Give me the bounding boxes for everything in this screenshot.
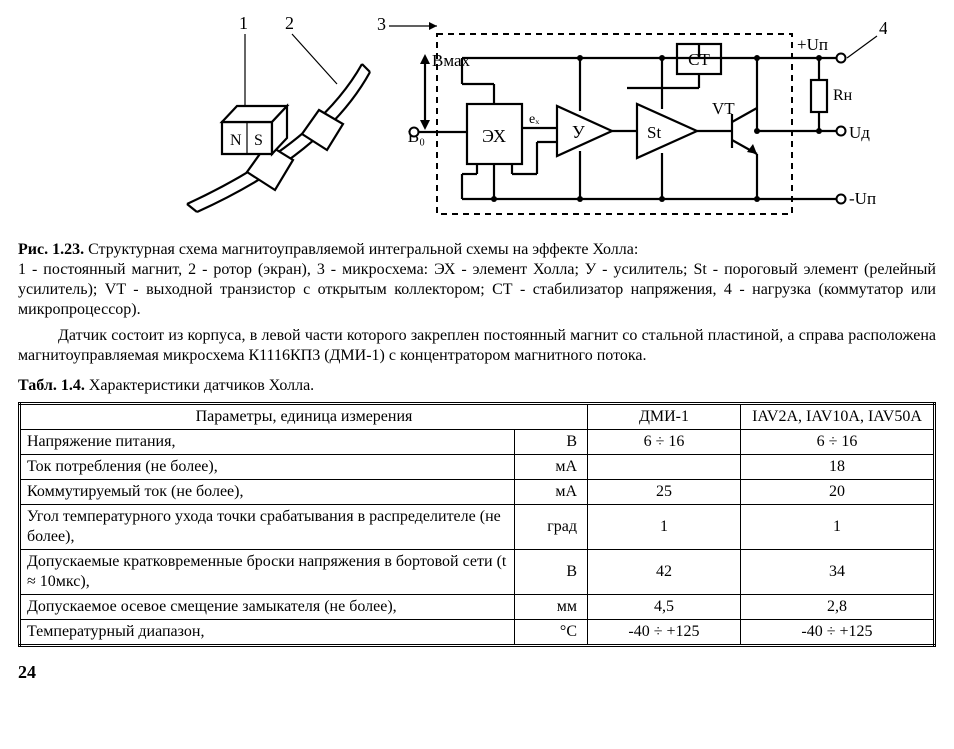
cell-iav: 2,8 bbox=[741, 595, 935, 620]
cell-iav: 6 ÷ 16 bbox=[741, 430, 935, 455]
block-u: У bbox=[572, 122, 585, 142]
cell-unit: мА bbox=[515, 455, 588, 480]
body-paragraph: Датчик состоит из корпуса, в левой части… bbox=[18, 326, 936, 366]
cell-iav: 1 bbox=[741, 505, 935, 550]
cell-param: Температурный диапазон, bbox=[20, 620, 515, 646]
cell-dmi1 bbox=[588, 455, 741, 480]
cell-unit: мм bbox=[515, 595, 588, 620]
table-title-lead: Табл. 1.4. bbox=[18, 377, 85, 394]
figure-caption: Рис. 1.23. Структурная схема магнитоупра… bbox=[18, 240, 936, 320]
label-rn: Rн bbox=[833, 87, 853, 104]
cell-param: Допускаемое осевое смещение замыкателя (… bbox=[20, 595, 515, 620]
cell-dmi1: 42 bbox=[588, 550, 741, 595]
cell-param: Ток потребления (не более), bbox=[20, 455, 515, 480]
cell-dmi1: 25 bbox=[588, 480, 741, 505]
cell-unit: мА bbox=[515, 480, 588, 505]
cell-unit: град bbox=[515, 505, 588, 550]
figure-1-23: N S 1 2 3 Bмах B₀ ЭХ eₓ У bbox=[18, 14, 936, 230]
col-dmi1: ДМИ-1 bbox=[588, 404, 741, 430]
cell-iav: 20 bbox=[741, 480, 935, 505]
page-number: 24 bbox=[18, 661, 936, 684]
cell-iav: 18 bbox=[741, 455, 935, 480]
cell-param: Допускаемые кратковременные броски напря… bbox=[20, 550, 515, 595]
table-row: Коммутируемый ток (не более),мА2520 bbox=[20, 480, 935, 505]
cell-dmi1: 6 ÷ 16 bbox=[588, 430, 741, 455]
col-iav: IAV2A, IAV10A, IAV50A bbox=[741, 404, 935, 430]
callout-4: 4 bbox=[879, 18, 887, 38]
cell-iav: -40 ÷ +125 bbox=[741, 620, 935, 646]
table-title-rest: Характеристики датчиков Холла. bbox=[85, 377, 314, 394]
col-param: Параметры, единица измерения bbox=[20, 404, 588, 430]
table-1-4: Параметры, единица измерения ДМИ-1 IAV2A… bbox=[18, 402, 936, 647]
table-row: Ток потребления (не более),мА 18 bbox=[20, 455, 935, 480]
caption-body: 1 - постоянный магнит, 2 - ротор (экран)… bbox=[18, 261, 936, 318]
caption-title: Структурная схема магнитоуправляемой инт… bbox=[84, 241, 638, 258]
cell-dmi1: 1 bbox=[588, 505, 741, 550]
callout-3: 3 bbox=[377, 14, 386, 34]
cell-unit: °C bbox=[515, 620, 588, 646]
block-eh: ЭХ bbox=[482, 126, 506, 146]
label-plusU: +Uп bbox=[797, 35, 828, 54]
cell-param: Угол температурного ухода точки срабатыв… bbox=[20, 505, 515, 550]
table-row: Напряжение питания,В6 ÷ 166 ÷ 16 bbox=[20, 430, 935, 455]
cell-param: Напряжение питания, bbox=[20, 430, 515, 455]
block-st: St bbox=[647, 123, 661, 142]
cell-dmi1: 4,5 bbox=[588, 595, 741, 620]
caption-lead: Рис. 1.23. bbox=[18, 241, 84, 258]
label-S: S bbox=[254, 132, 263, 149]
label-N: N bbox=[230, 132, 242, 149]
table-row: Допускаемые кратковременные броски напря… bbox=[20, 550, 935, 595]
label-ud: Uд bbox=[849, 123, 870, 142]
cell-dmi1: -40 ÷ +125 bbox=[588, 620, 741, 646]
cell-unit: В bbox=[515, 430, 588, 455]
cell-param: Коммутируемый ток (не более), bbox=[20, 480, 515, 505]
circuit-diagram: N S 1 2 3 Bмах B₀ ЭХ eₓ У bbox=[67, 14, 887, 224]
table-title: Табл. 1.4. Характеристики датчиков Холла… bbox=[18, 376, 936, 396]
table-row: Угол температурного ухода точки срабатыв… bbox=[20, 505, 935, 550]
table-row: Температурный диапазон,°C-40 ÷ +125-40 ÷… bbox=[20, 620, 935, 646]
cell-unit: В bbox=[515, 550, 588, 595]
cell-iav: 34 bbox=[741, 550, 935, 595]
callout-1: 1 bbox=[239, 14, 248, 33]
label-ex: eₓ bbox=[529, 112, 540, 127]
callout-2: 2 bbox=[285, 14, 294, 33]
table-header-row: Параметры, единица измерения ДМИ-1 IAV2A… bbox=[20, 404, 935, 430]
label-bmax: Bмах bbox=[432, 51, 471, 70]
label-minusU: -Uп bbox=[849, 189, 876, 208]
table-row: Допускаемое осевое смещение замыкателя (… bbox=[20, 595, 935, 620]
